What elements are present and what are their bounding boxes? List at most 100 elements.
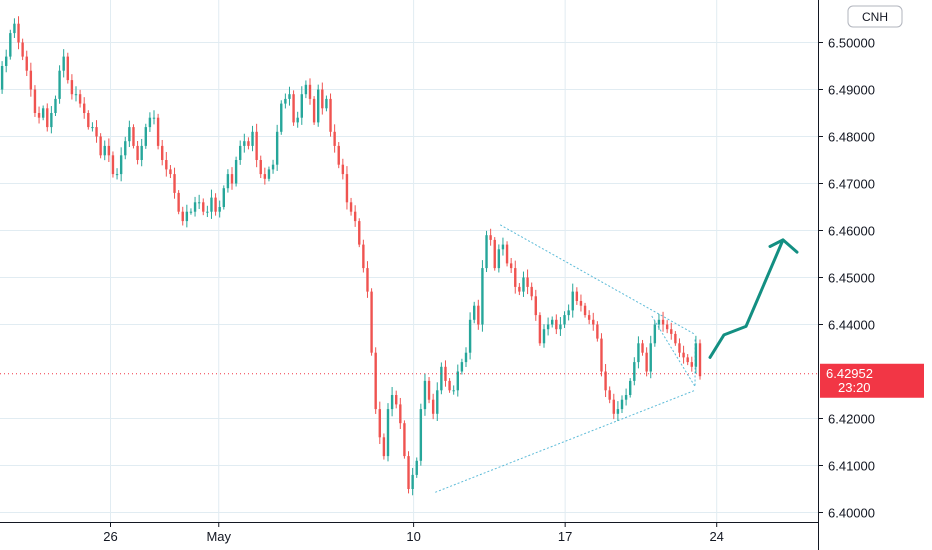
candle-body — [403, 423, 406, 457]
candle-body — [349, 202, 353, 212]
candle-body — [571, 291, 574, 311]
candle-body — [415, 460, 418, 475]
candle-body — [551, 319, 554, 325]
candle-body — [267, 169, 271, 179]
candle-body — [682, 352, 685, 358]
candle-body — [214, 197, 217, 212]
candle-body — [633, 362, 636, 381]
time-axis[interactable]: 26 May 10 17 24 — [0, 522, 818, 544]
candle-body — [579, 301, 583, 306]
candle-body — [390, 395, 394, 410]
candle-body — [604, 371, 607, 391]
candle-body — [259, 160, 262, 175]
candle-body — [460, 362, 464, 372]
candle-body — [37, 113, 41, 118]
candle-body — [341, 164, 345, 175]
candle-body — [526, 277, 529, 287]
candle-body — [620, 399, 624, 410]
candle-body — [304, 84, 308, 95]
candle-body — [329, 98, 332, 132]
candle-body — [165, 160, 168, 170]
candle-body — [181, 211, 184, 222]
x-tick-label: 10 — [406, 529, 420, 544]
candle-body — [444, 366, 447, 381]
x-tick-label: May — [206, 529, 231, 544]
price-axis[interactable]: 6.50000 6.49000 6.48000 6.47000 6.46000 6.450… — [818, 36, 875, 521]
candle-body — [522, 277, 525, 292]
projection-arrow — [708, 238, 799, 359]
candle-body — [46, 108, 49, 128]
candle-body — [50, 113, 53, 128]
candle-body — [637, 343, 640, 363]
candle-body — [317, 89, 320, 123]
y-tick-label: 6.48000 — [828, 130, 875, 145]
candle-body — [690, 362, 693, 367]
projection-arrowhead — [768, 238, 785, 248]
candle-body — [559, 324, 562, 330]
candle-body — [218, 207, 221, 212]
candle-body — [87, 113, 90, 128]
candle-body — [674, 333, 677, 344]
candle-body — [333, 131, 336, 146]
candle-body — [95, 127, 98, 137]
candle-body — [587, 315, 591, 320]
candle-body — [464, 352, 468, 363]
candle-body — [62, 56, 65, 71]
candle-body — [234, 160, 238, 184]
price-badge: 6.42952 23:20 — [820, 363, 924, 398]
y-tick-label: 6.40000 — [828, 506, 875, 521]
candle-body — [641, 343, 644, 353]
x-tick-label: 24 — [709, 529, 723, 544]
currency-badge[interactable]: CNH — [847, 5, 903, 28]
candle-body — [374, 352, 377, 410]
candle-body — [17, 23, 20, 43]
candle-body — [111, 155, 115, 175]
candle-body — [132, 127, 135, 146]
candle-body — [156, 117, 160, 146]
candle-body — [477, 305, 480, 325]
x-tick-label: 26 — [103, 529, 117, 544]
candle-body — [83, 103, 86, 113]
inner-wedge-line — [651, 315, 696, 387]
candle-body — [152, 117, 156, 119]
candle-body — [169, 169, 172, 175]
candle-body — [649, 343, 652, 372]
candle-body — [239, 145, 242, 160]
candle-body — [189, 211, 193, 213]
candle-body — [251, 131, 254, 146]
candle-body — [103, 145, 106, 156]
candle-body — [292, 94, 295, 123]
x-tick-label: 17 — [558, 529, 572, 544]
y-tick-label: 6.47000 — [828, 177, 875, 192]
candle-body — [312, 98, 316, 123]
candle-body — [99, 136, 102, 156]
candle-body — [275, 131, 279, 165]
candle-body — [300, 94, 303, 118]
candle-body — [546, 324, 550, 330]
candle-body — [70, 80, 74, 95]
candle-body — [362, 244, 365, 269]
candle-body — [497, 249, 501, 269]
candle-body — [518, 286, 521, 292]
candle-body — [255, 131, 258, 160]
candle-body — [612, 399, 615, 414]
candle-body — [74, 94, 78, 96]
candle-body — [411, 474, 414, 489]
candle-body — [366, 268, 369, 292]
candle-body — [308, 84, 312, 99]
price-badge-value: 6.42952 — [826, 366, 873, 381]
candle-body — [337, 145, 340, 165]
candle-body — [193, 202, 197, 212]
candle-body — [395, 395, 398, 405]
candle-body — [33, 89, 37, 113]
lower-trendline — [435, 389, 696, 493]
candle-body — [29, 70, 33, 90]
candle-body — [427, 380, 431, 400]
y-tick-label: 6.50000 — [828, 36, 875, 51]
candle-body — [124, 141, 127, 156]
candle-body — [210, 197, 213, 212]
candle-body — [25, 56, 28, 71]
candle-body — [0, 66, 4, 90]
candle-body — [407, 456, 410, 489]
